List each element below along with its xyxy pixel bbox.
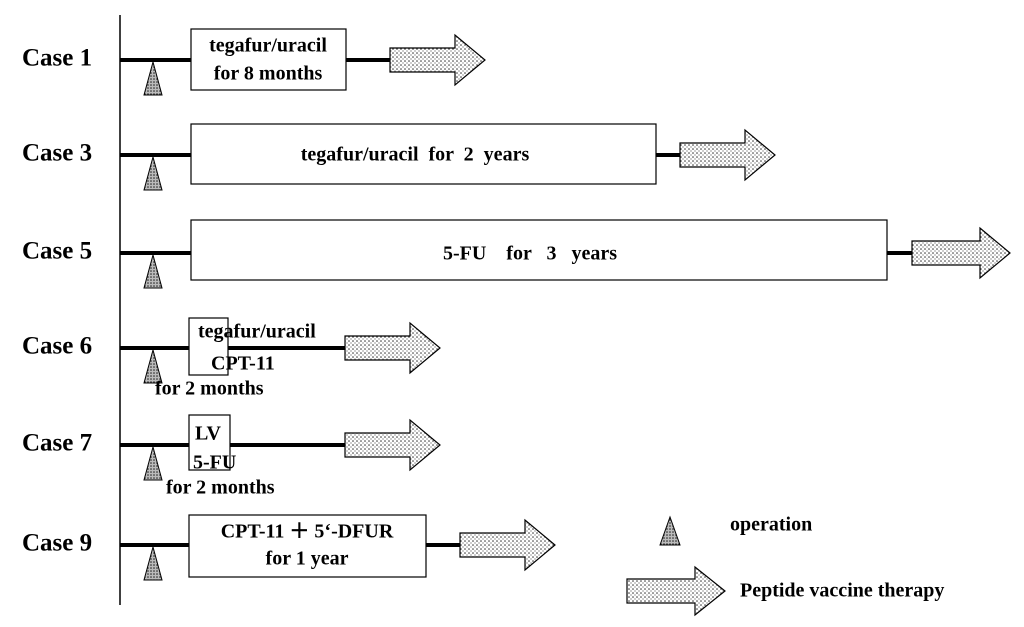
treatment-text: CPT-11 xyxy=(211,353,275,375)
operation-marker xyxy=(143,348,163,384)
treatment-text: CPT-11 ＋ 5‘-DFUR xyxy=(221,521,394,543)
case-label: Case 1 xyxy=(22,45,92,72)
vaccine-arrow xyxy=(344,418,441,472)
treatment-text: 5-FU for 3 years xyxy=(443,243,617,265)
operation-marker xyxy=(143,60,163,96)
vaccine-arrow xyxy=(679,128,776,182)
treatment-text: 5-FU xyxy=(193,452,236,474)
vaccine-arrow xyxy=(389,33,486,87)
operation-marker xyxy=(143,155,163,191)
legend-vaccine: Peptide vaccine therapy xyxy=(740,580,944,602)
vaccine-arrow xyxy=(911,226,1011,280)
treatment-box xyxy=(190,123,657,185)
legend: operation Peptide vaccine therapy xyxy=(626,514,944,617)
treatment-box xyxy=(188,514,427,578)
case-label: Case 3 xyxy=(22,140,92,167)
treatment-text: tegafur/uracil xyxy=(209,35,327,57)
treatment-text: LV xyxy=(195,423,222,445)
treatment-text: for 1 year xyxy=(266,548,349,570)
treatment-text: for 2 months xyxy=(166,477,275,499)
treatment-text: for 8 months xyxy=(214,63,323,85)
operation-marker xyxy=(143,253,163,289)
vaccine-arrow xyxy=(344,321,441,375)
vaccine-icon xyxy=(626,565,726,617)
case-label: Case 7 xyxy=(22,430,92,457)
operation-marker xyxy=(143,445,163,481)
operation-marker xyxy=(143,545,163,581)
legend-operation: operation xyxy=(730,514,812,536)
treatment-text: tegafur/uracil xyxy=(198,321,316,343)
treatment-text: tegafur/uracil for 2 years xyxy=(301,144,530,166)
treatment-box xyxy=(188,317,229,376)
treatment-box xyxy=(190,28,347,91)
case-label: Case 9 xyxy=(22,530,92,557)
treatment-text: for 2 months xyxy=(155,378,264,400)
operation-icon xyxy=(659,515,681,546)
vaccine-arrow xyxy=(459,518,556,572)
case-label: Case 6 xyxy=(22,333,92,360)
treatment-box xyxy=(190,219,888,281)
case-label: Case 5 xyxy=(22,238,92,265)
treatment-box xyxy=(188,414,231,471)
